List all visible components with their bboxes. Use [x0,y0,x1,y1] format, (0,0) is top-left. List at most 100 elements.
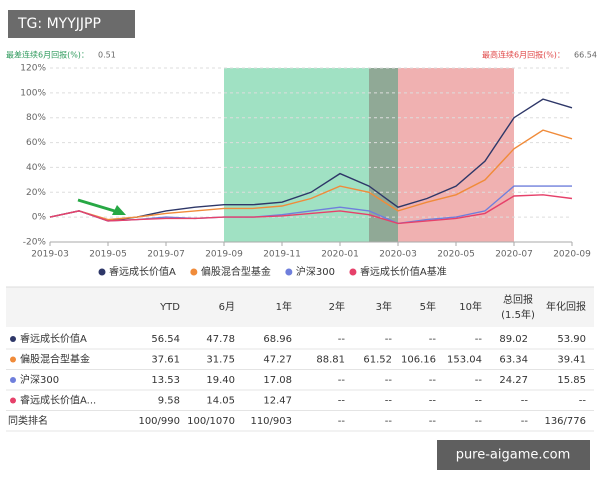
y-tick-label: 60% [26,138,46,148]
table-cell: 47.78 [206,334,235,345]
legend: 睿远成长价值A 偏股混合型基金 沪深300 睿远成长价值A基准 [98,265,447,278]
series-line [49,129,573,221]
table-cell: -- [338,375,346,386]
plot: -20% 0% 20% 40% 60% 80% 100% 120% 2019-03 2019-05… [20,64,591,260]
legend-marker [285,268,293,276]
table-cell: 110/903 [250,416,292,427]
table-cell: 88.81 [316,355,345,366]
table-cell: 24.27 [499,375,528,386]
table-header: 3年 [376,300,392,313]
table-cell: -- [338,396,346,407]
x-tick-label: 2019-09 [205,250,243,260]
watermark: pure-aigame.com [456,448,571,463]
row-label: 睿远成长价值A [20,332,87,345]
y-tick-label: 40% [26,163,46,173]
table-header: 总回报 [503,293,533,306]
table-header: YTD [159,302,180,313]
table-cell: -- [521,416,529,427]
badge: TG: MYYJJPP [17,16,101,32]
row-label: 同类排名 [8,414,48,427]
y-tick-label: -20% [23,238,47,248]
table-cell: 106.16 [401,355,436,366]
y-tick-label: 100% [20,88,46,98]
table-cell: -- [475,416,483,427]
table-cell: 68.96 [263,334,292,345]
worst-value: 0.51 [98,51,116,60]
table-header: 2年 [329,300,345,313]
y-tick-label: 20% [26,188,46,198]
table-header: (1.5年) [501,308,535,321]
table-cell: 19.40 [206,375,235,386]
table-header: 5年 [420,300,436,313]
table-cell: 100/990 [138,416,180,427]
legend-marker [349,268,357,276]
x-tick-label: 2020-03 [379,250,417,260]
row-marker [10,356,16,363]
table-cell: 56.54 [151,334,180,345]
table-cell: 153.04 [447,355,482,366]
x-tick-label: 2020-07 [495,250,533,260]
x-tick-label: 2020-01 [321,250,359,260]
table-cell: 136/776 [544,416,586,427]
y-tick-label: 0% [32,213,47,223]
y-tick-label: 120% [20,64,46,74]
highlight-band [398,68,514,242]
worst-label: 最差连续6月回报(%)： [6,50,89,60]
table-cell: 53.90 [557,334,586,345]
table-cell: 9.58 [158,396,180,407]
table-cell: -- [429,334,437,345]
y-tick-label: 80% [26,113,46,123]
best-value: 66.54 [574,51,597,60]
table-cell: 89.02 [499,334,528,345]
row-marker [10,336,16,342]
table-cell: -- [385,375,393,386]
table-cell: 63.34 [499,355,528,366]
table-header: 年化回报 [546,300,586,313]
table-cell: -- [338,416,346,427]
x-tick-label: 2019-05 [89,250,127,260]
table-cell: 14.05 [206,396,235,407]
table-cell: 15.85 [557,375,586,386]
table-cell: 13.53 [151,375,180,386]
x-tick-label: 2019-07 [147,250,185,260]
table-header: 1年 [276,300,292,313]
legend-marker [98,268,106,276]
legend-marker [190,268,198,276]
table-cell: -- [521,396,529,407]
table-header-bg [6,287,594,327]
arrow-head [112,205,126,215]
table-header: 6月 [219,301,235,313]
table-cell: -- [475,396,483,407]
arrow [77,198,119,214]
table-cell: 39.41 [557,355,586,366]
x-tick-label: 2019-11 [263,250,301,260]
table-cell: -- [429,396,437,407]
legend-label: 睿远成长价值A [109,265,176,278]
x-tick-label: 2019-03 [31,250,69,260]
table-cell: -- [579,396,587,407]
x-tick-label: 2020-05 [437,250,475,260]
table-cell: -- [385,416,393,427]
table-header: 10年 [459,300,482,313]
table-cell: -- [475,375,483,386]
table-cell: 17.08 [263,375,292,386]
watermark-box [437,440,590,470]
table-cell: -- [429,416,437,427]
table-cell: -- [429,375,437,386]
table-cell: 31.75 [206,355,235,366]
table-cell: 47.27 [263,355,292,366]
table-cell: -- [385,334,393,345]
x-tick-label: 2020-09 [553,250,591,260]
table-cell: 61.52 [363,355,392,366]
table-cell: 37.61 [151,355,180,366]
legend-label: 沪深300 [296,265,335,278]
series-line [49,194,573,225]
table-cell: 100/1070 [187,416,235,427]
row-label: 睿远成长价值A... [20,394,96,407]
row-label: 偏股混合型基金 [20,353,90,366]
highlight-band [224,68,369,242]
legend-label: 睿远成长价值A基准 [360,265,447,278]
table-cell: -- [385,396,393,407]
